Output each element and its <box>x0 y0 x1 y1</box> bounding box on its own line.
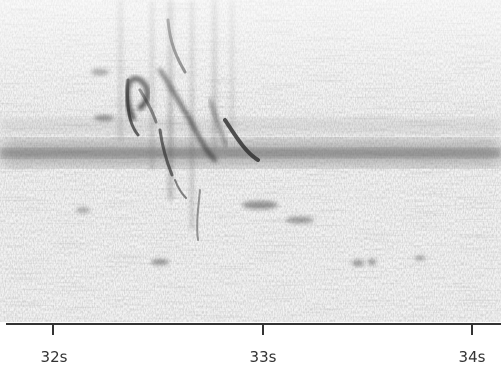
tick-label-34s: 34s <box>459 348 486 366</box>
tick-32s <box>52 325 54 335</box>
tick-label-32s: 32s <box>41 348 68 366</box>
top-fade <box>0 0 501 322</box>
spectrogram-image <box>0 0 501 322</box>
time-axis-line <box>6 323 501 325</box>
spectrogram-graphic <box>0 0 501 322</box>
time-axis: 32s 33s 34s <box>0 320 501 374</box>
tick-label-33s: 33s <box>250 348 277 366</box>
tick-34s <box>471 325 473 335</box>
tick-33s <box>262 325 264 335</box>
